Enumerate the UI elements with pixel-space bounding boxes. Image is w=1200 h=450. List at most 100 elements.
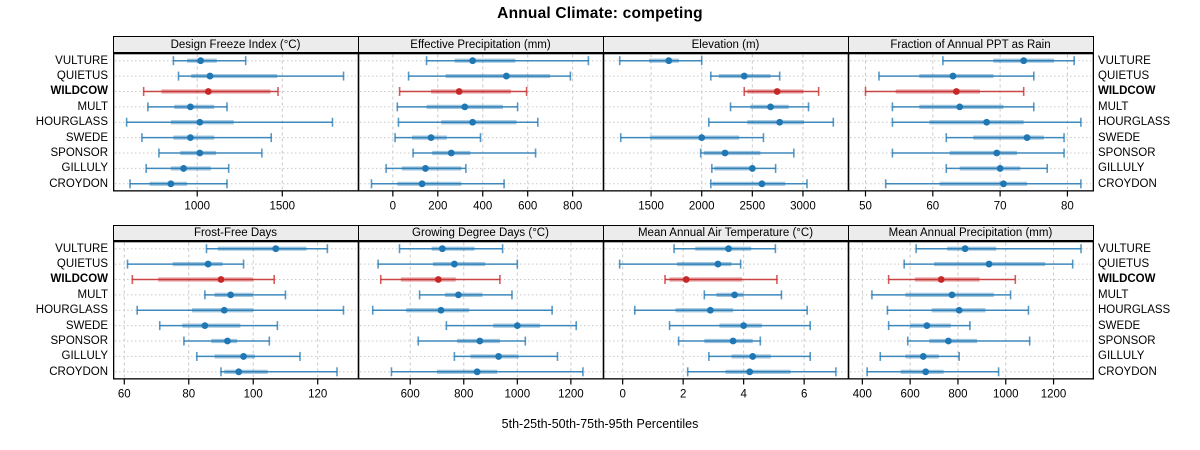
station-label-left-wildcow: WILDCOW [50, 273, 108, 286]
station-label-right-hourglass: HOURGLASS [1098, 304, 1171, 317]
strip-title: Mean Annual Air Temperature (°C) [637, 227, 814, 239]
interval-row-croydon [884, 179, 1082, 189]
strip-title: Frost-Free Days [193, 227, 278, 239]
median-dot [455, 88, 463, 95]
station-label-left-sponsor: SPONSOR [50, 147, 108, 160]
station-label-right-vulture: VULTURE [1098, 242, 1151, 255]
median-dot [664, 57, 672, 65]
interval-row-hourglass [135, 305, 344, 315]
median-dot [502, 72, 510, 80]
station-label-right-gilluly: GILLULY [1098, 350, 1145, 363]
interval-row-mult [729, 102, 809, 112]
median-dot [992, 149, 1000, 157]
median-dot [447, 149, 455, 157]
interval-row-gilluly [707, 351, 811, 361]
median-dot [196, 57, 204, 65]
station-label-right-croydon: CROYDON [1098, 177, 1157, 190]
median-dot [179, 165, 187, 172]
median-dot [223, 337, 231, 345]
axis-tick-label: 100 [243, 389, 262, 401]
median-dot [217, 276, 224, 283]
median-dot [450, 260, 458, 268]
axis-tick-label: 600 [518, 201, 537, 213]
panel-fraction-of-annual-ppt-as-rain: 50 60 70 80 [847, 52, 1094, 213]
median-dot [166, 180, 174, 188]
median-dot [438, 245, 446, 253]
interval-row-sponsor [699, 148, 795, 158]
strip-title: Fraction of Annual PPT as Rain [890, 38, 1051, 51]
interval-row-quietus [376, 259, 518, 269]
interval-row-wildcow [663, 274, 778, 284]
station-label-left-gilluly: GILLULY [61, 350, 108, 363]
interval-row-sponsor [906, 336, 1030, 346]
station-label-right-swede: SWEDE [1098, 131, 1141, 144]
station-label-right-sponsor: SPONSOR [1098, 335, 1156, 348]
median-dot [724, 245, 732, 253]
station-label-left-croydon: CROYDON [49, 365, 108, 378]
interval-row-croydon [219, 367, 338, 377]
median-dot [204, 260, 211, 268]
interval-row-hourglass [125, 117, 333, 127]
interval-row-swede [944, 133, 1065, 143]
station-label-left-swede: SWEDE [65, 131, 108, 144]
interval-row-hourglass [886, 305, 1029, 315]
axis-tick-label: 400 [852, 389, 871, 401]
axis-tick-label: 1500 [638, 201, 664, 213]
strip-title: Effective Precipitation (mm) [410, 38, 551, 51]
median-dot [937, 276, 945, 283]
interval-row-vulture [205, 244, 328, 254]
median-dot [220, 306, 228, 314]
median-dot [745, 368, 753, 376]
station-label-left-vulture: VULTURE [55, 242, 108, 255]
interval-row-wildcow [742, 86, 819, 96]
interval-row-croydon [686, 367, 837, 377]
axis-tick-label: 400 [473, 201, 492, 213]
station-label-right-mult: MULT [1098, 288, 1129, 301]
panel-mean-annual-air-temperature-c: 0 2 4 6 [602, 240, 849, 401]
median-dot [271, 245, 279, 253]
interval-row-swede [668, 321, 811, 331]
axis-tick-label: 0 [619, 389, 625, 401]
axis-tick-label: 800 [454, 389, 473, 401]
median-dot [494, 353, 502, 360]
interval-row-gilluly [144, 163, 229, 173]
interval-row-quietus [177, 71, 344, 81]
interval-row-swede [887, 321, 971, 331]
median-dot [1023, 134, 1030, 142]
interval-row-wildcow [379, 274, 501, 284]
interval-row-gilluly [195, 351, 301, 361]
strip-header-growing-degree-days-c: Growing Degree Days (°C) [357, 225, 604, 241]
interval-row-gilluly [878, 351, 960, 361]
axis-tick-label: 1200 [1040, 389, 1066, 401]
axis-tick-label: 1500 [269, 201, 295, 213]
median-dot [729, 337, 736, 345]
caption: 5th-25th-50th-75th-95th Percentiles [501, 417, 699, 431]
strip-title: Mean Annual Precipitation (mm) [888, 227, 1053, 239]
axis-tick-label: 4 [740, 389, 747, 401]
interval-row-vulture [914, 244, 1082, 254]
interval-row-croydon [370, 179, 505, 189]
interval-row-vulture [941, 56, 1075, 66]
median-dot [200, 322, 208, 330]
station-label-left-sponsor: SPONSOR [50, 335, 108, 348]
interval-row-sponsor [157, 148, 263, 158]
interval-row-sponsor [677, 336, 761, 346]
panel-growing-degree-days-c: 600 800 1000 1200 [357, 240, 604, 401]
axis-tick-label: 2500 [739, 201, 765, 213]
interval-row-croydon [390, 367, 584, 377]
median-dot [195, 149, 203, 157]
axis-tick-label: 800 [948, 389, 967, 401]
median-dot [454, 291, 462, 299]
median-dot [234, 368, 242, 376]
median-dot [773, 88, 781, 95]
interval-row-wildcow [131, 274, 275, 284]
median-dot [682, 276, 690, 283]
interval-row-hourglass [891, 117, 1082, 127]
strip-header-elevation-m: Elevation (m) [602, 36, 849, 53]
strip-title: Growing Degree Days (°C) [412, 227, 549, 239]
median-dot [427, 134, 434, 142]
median-dot [226, 291, 234, 299]
interval-row-gilluly [944, 163, 1048, 173]
axis-tick-label: 1000 [184, 201, 210, 213]
median-dot [985, 260, 992, 268]
